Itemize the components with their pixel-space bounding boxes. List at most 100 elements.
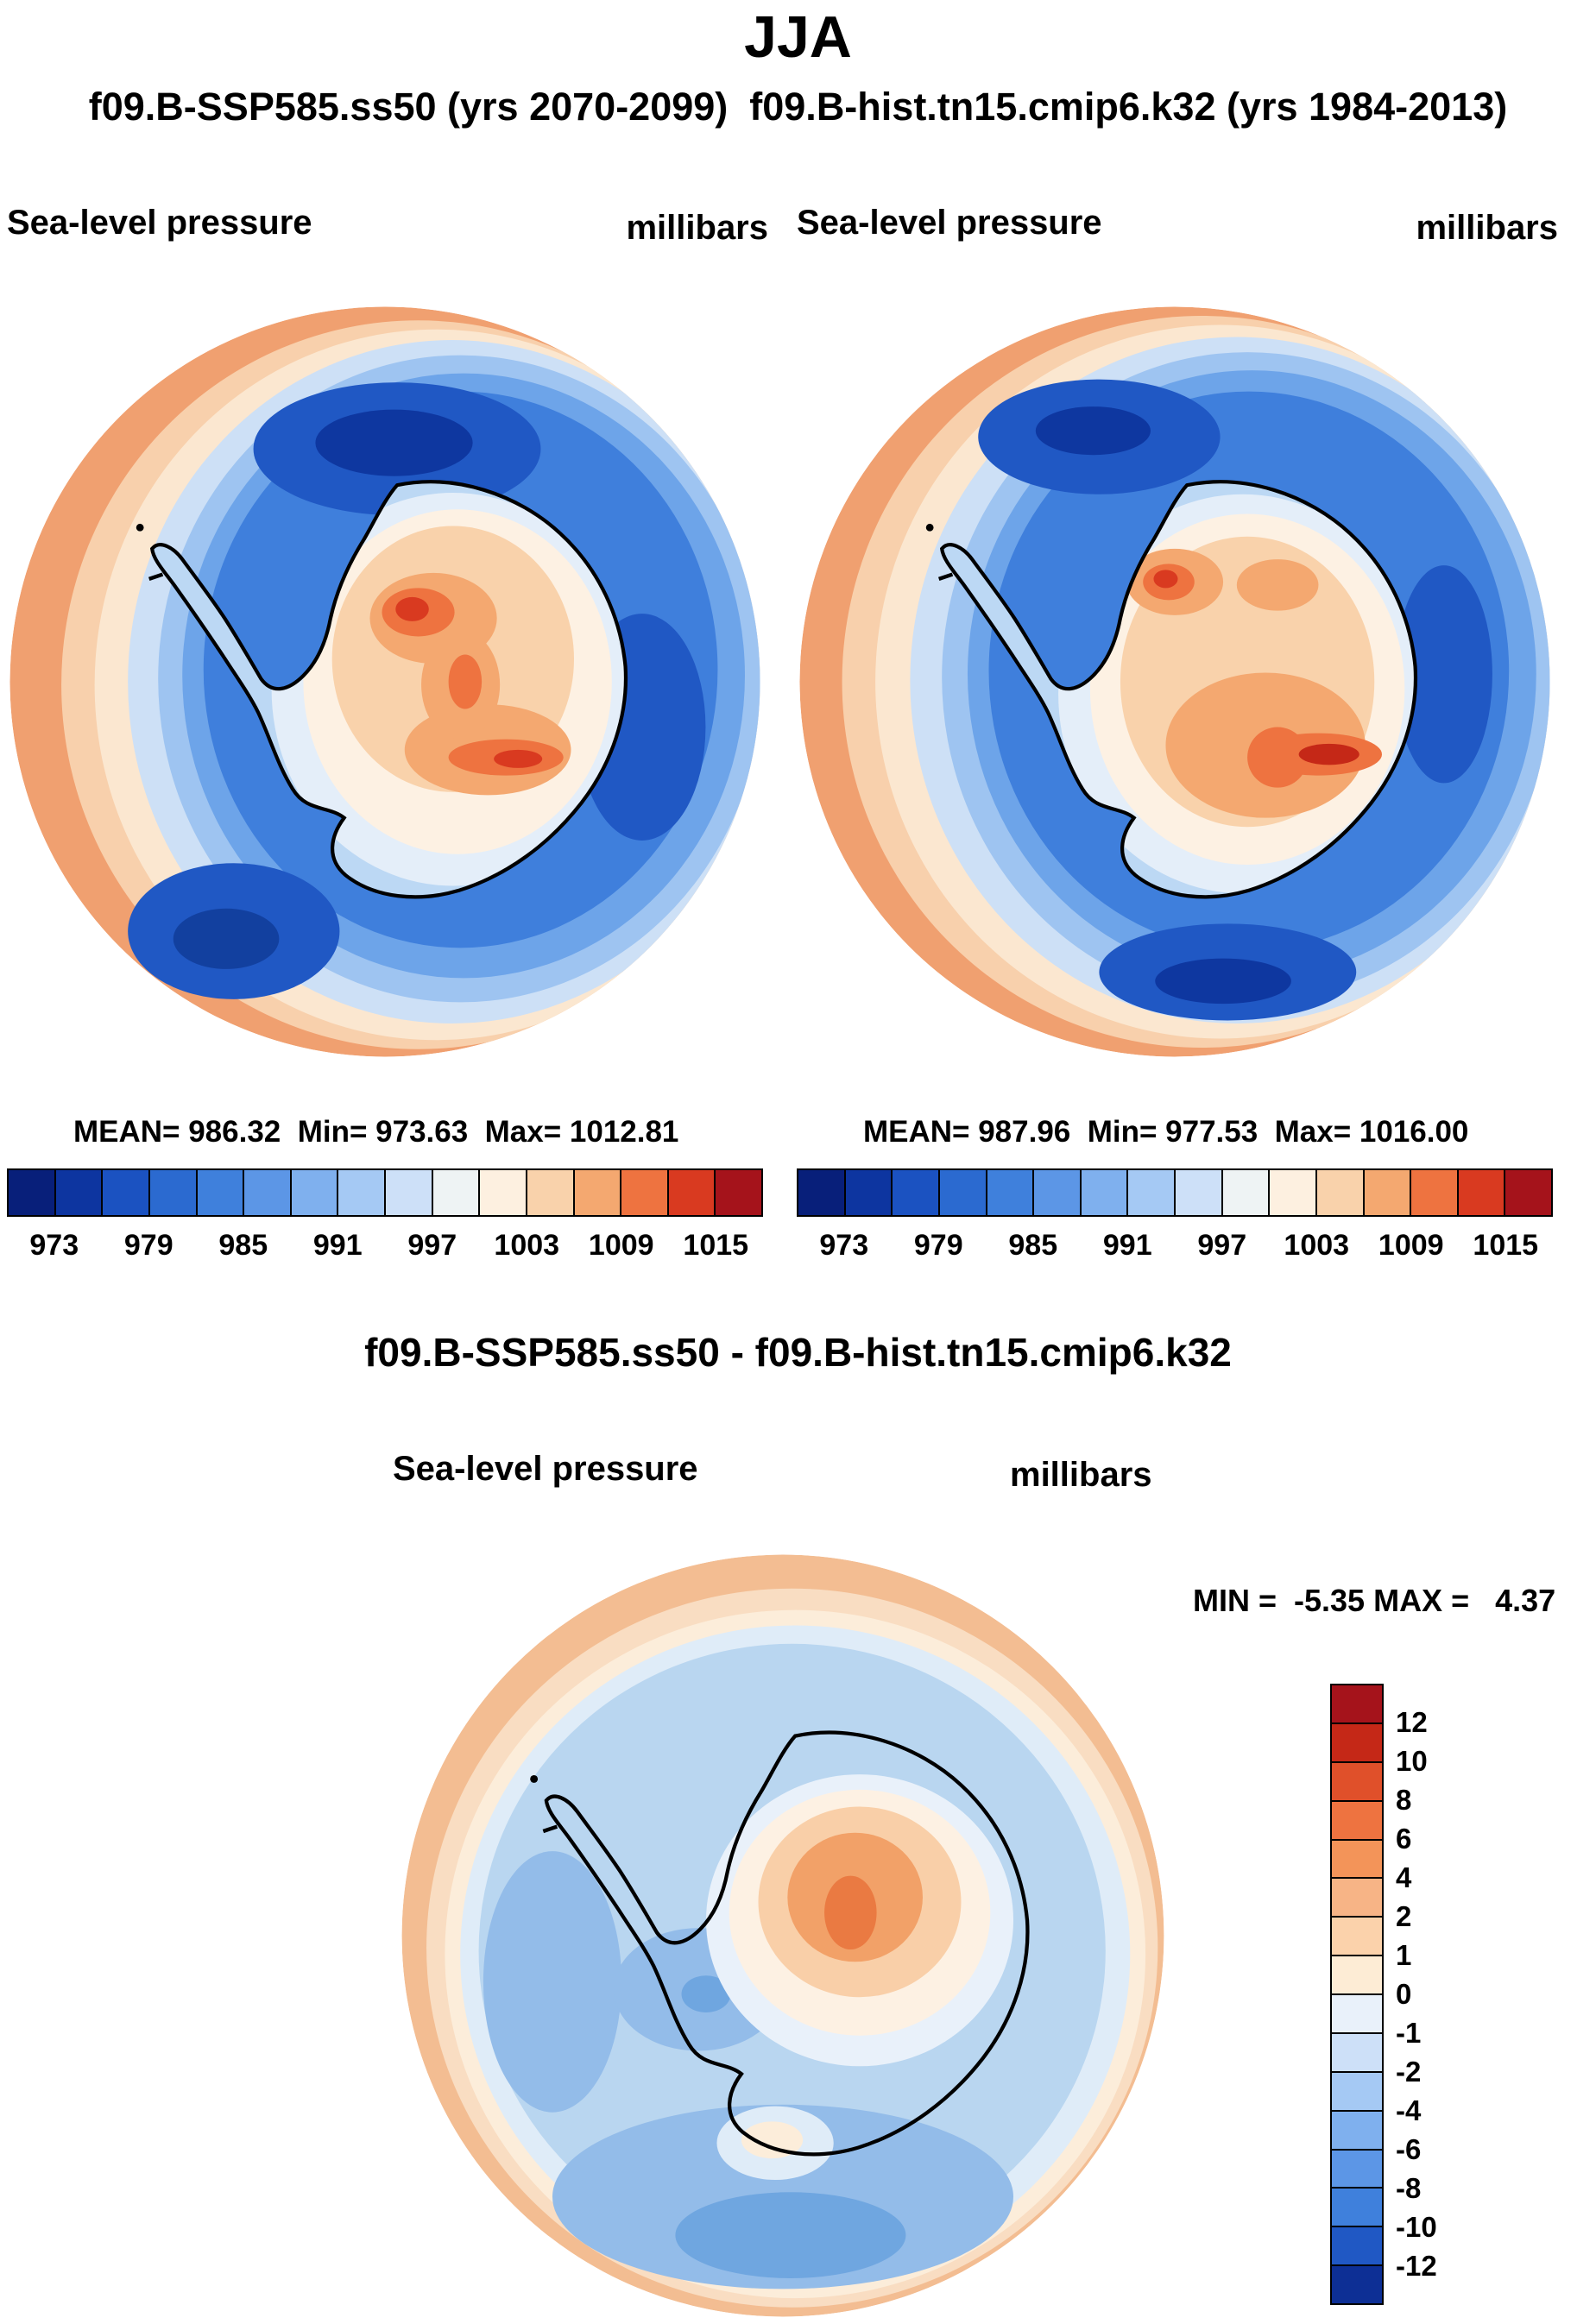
colorbar-cell: [478, 1170, 526, 1215]
colorbar-cell: [572, 1170, 621, 1215]
colorbar-tick-label: 0: [1396, 1978, 1412, 2010]
difference-colorbar: [1330, 1684, 1384, 2305]
colorbar-tick-label: 1015: [683, 1229, 749, 1262]
colorbar-tick-label: 997: [407, 1229, 457, 1262]
pressure-colorbar: [7, 1168, 763, 1217]
colorbar-cell: [1362, 1170, 1410, 1215]
colorbar-cell: [1410, 1170, 1457, 1215]
ocean-contours: [9, 306, 760, 1057]
colorbar-tick-label: -4: [1396, 2094, 1422, 2126]
colorbar-tick-label: 12: [1396, 1706, 1428, 1738]
stats-line: MEAN= 986.32 Min= 973.63 Max= 1012.81: [73, 1115, 679, 1149]
colorbar-tick-label: 979: [913, 1229, 963, 1262]
colorbar-tick-label: 973: [29, 1229, 79, 1262]
colorbar-tick-label: 985: [1008, 1229, 1058, 1262]
colorbar-cell: [798, 1170, 844, 1215]
colorbar-tick-label: 997: [1197, 1229, 1247, 1262]
colorbar-cell: [1332, 1955, 1382, 1993]
colorbar-cell: [195, 1170, 243, 1215]
colorbar-cell: [1332, 1760, 1382, 1800]
difference-map: [399, 1552, 1167, 2320]
historical-map: [797, 304, 1553, 1060]
colorbar-tick-label: -1: [1396, 2017, 1422, 2049]
colorbar-tick-label: -12: [1396, 2250, 1437, 2282]
colorbar-tick-label: 1009: [588, 1229, 654, 1262]
minmax-line: MIN = -5.35 MAX = 4.37: [1193, 1583, 1556, 1618]
units-label: millibars: [626, 209, 768, 247]
colorbar-cell: [1126, 1170, 1174, 1215]
colorbar-tick-label: 979: [123, 1229, 173, 1262]
difference-map-svg: [401, 1554, 1164, 2317]
colorbar-cell: [843, 1170, 892, 1215]
colorbar-cell: [337, 1170, 384, 1215]
colorbar-cell: [937, 1170, 986, 1215]
stats-line: MEAN= 987.96 Min= 977.53 Max= 1016.00: [863, 1115, 1469, 1149]
antarctica-coastline: [149, 480, 628, 899]
colorbar-cell: [891, 1170, 938, 1215]
pressure-colorbar: [797, 1168, 1553, 1217]
colorbar-cell: [289, 1170, 337, 1215]
colorbar-tick-label: -8: [1396, 2172, 1422, 2204]
colorbar-tick-label: 991: [312, 1229, 363, 1262]
ssp585-map-svg: [9, 306, 760, 1057]
figure-subtitle: f09.B-SSP585.ss50 (yrs 2070-2099) f09.B-…: [88, 85, 1508, 129]
colorbar-cell: [1032, 1170, 1080, 1215]
colorbar-cell: [9, 1170, 54, 1215]
colorbar-tick-label: 1009: [1378, 1229, 1444, 1262]
colorbar-cell: [1221, 1170, 1269, 1215]
field-label: Sea-level pressure: [393, 1450, 698, 1488]
difference-contours: [401, 1554, 1164, 2317]
colorbar-cell: [1332, 1838, 1382, 1878]
colorbar-cell: [54, 1170, 102, 1215]
colorbar-cell: [1332, 1722, 1382, 1761]
colorbar-cell: [1456, 1170, 1505, 1215]
antarctica-coastline: [939, 480, 1418, 899]
colorbar-cell: [620, 1170, 667, 1215]
colorbar-cell: [1332, 2226, 1382, 2265]
colorbar-tick-label: 10: [1396, 1745, 1428, 1777]
colorbar-tick-label: -2: [1396, 2056, 1422, 2088]
colorbar-cell: [666, 1170, 715, 1215]
colorbar-tick-label: 1003: [494, 1229, 560, 1262]
colorbar-cell: [431, 1170, 479, 1215]
continent-interior-contours: [271, 493, 626, 886]
colorbar-cell: [1332, 2031, 1382, 2071]
colorbar-tick-label: -6: [1396, 2133, 1422, 2165]
colorbar-cell: [985, 1170, 1033, 1215]
pressure-colorbar-ticks: 973 979 985 991 997 1003 1009 1015: [7, 1229, 763, 1267]
colorbar-cell: [1332, 1993, 1382, 2032]
colorbar-tick-label: 6: [1396, 1823, 1412, 1855]
continent-interior-contours: [1058, 494, 1416, 894]
colorbar-cell: [384, 1170, 432, 1215]
colorbar-cell: [1332, 2109, 1382, 2149]
difference-colorbar-labels: 12 10 8 6 4 2 1 0 -1 -2 -4 -6 -8 -10 -12: [1396, 1684, 1508, 2305]
colorbar-cell: [1174, 1170, 1221, 1215]
panel-ssp585: Sea-level pressure millibars: [0, 204, 770, 1279]
colorbar-cell: [714, 1170, 761, 1215]
colorbar-cell: [243, 1170, 290, 1215]
field-label: Sea-level pressure: [7, 204, 312, 242]
field-label: Sea-level pressure: [797, 204, 1102, 242]
colorbar-cell: [1332, 2187, 1382, 2226]
pressure-colorbar-ticks: 973 979 985 991 997 1003 1009 1015: [797, 1229, 1553, 1267]
colorbar-cell: [1332, 1799, 1382, 1839]
difference-title: f09.B-SSP585.ss50 - f09.B-hist.tn15.cmip…: [364, 1330, 1232, 1375]
colorbar-cell: [1332, 2148, 1382, 2188]
colorbar-tick-label: 8: [1396, 1784, 1412, 1816]
colorbar-tick-label: 1015: [1473, 1229, 1539, 1262]
colorbar-tick-label: 991: [1102, 1229, 1152, 1262]
colorbar-cell: [101, 1170, 148, 1215]
colorbar-cell: [525, 1170, 573, 1215]
colorbar-cell: [148, 1170, 196, 1215]
ocean-contours: [799, 306, 1550, 1057]
colorbar-cell: [1079, 1170, 1127, 1215]
colorbar-tick-label: 973: [819, 1229, 869, 1262]
figure-title: JJA: [744, 4, 852, 70]
colorbar-tick-label: 1003: [1284, 1229, 1350, 1262]
colorbar-cell: [1315, 1170, 1363, 1215]
historical-map-svg: [799, 306, 1550, 1057]
colorbar-tick-label: -10: [1396, 2211, 1437, 2243]
colorbar-tick-label: 2: [1396, 1900, 1412, 1932]
colorbar-cell: [1332, 1685, 1382, 1723]
